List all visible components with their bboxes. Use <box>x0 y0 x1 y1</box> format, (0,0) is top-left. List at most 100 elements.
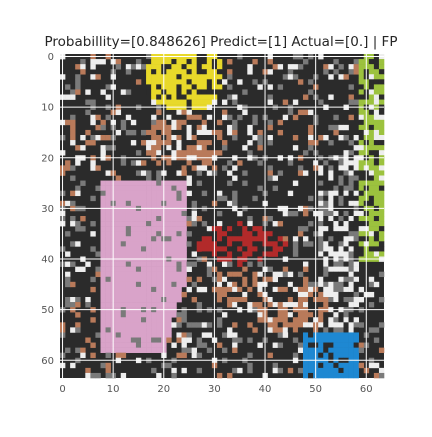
image-pixel <box>303 302 309 308</box>
image-pixel <box>146 337 152 343</box>
image-pixel <box>282 291 289 298</box>
image-pixel <box>105 185 111 191</box>
image-pixel <box>176 226 182 232</box>
image-pixel <box>272 175 278 181</box>
image-pixel <box>186 231 192 237</box>
image-pixel <box>373 59 380 65</box>
image-pixel <box>353 231 359 237</box>
image-pixel <box>232 135 238 141</box>
image-pixel <box>353 281 359 288</box>
image-pixel <box>171 226 177 232</box>
image-pixel <box>191 135 197 141</box>
image-pixel <box>308 317 314 323</box>
image-pixel <box>282 286 289 293</box>
image-pixel <box>186 286 192 293</box>
image-pixel <box>277 221 284 227</box>
y-tick-label: 50 <box>41 305 54 316</box>
image-pixel <box>216 89 223 95</box>
image-pixel <box>333 266 339 272</box>
image-pixel <box>141 347 147 353</box>
image-pixel <box>348 322 354 328</box>
image-pixel <box>318 276 324 283</box>
image-pixel <box>222 297 228 303</box>
image-pixel <box>368 165 375 171</box>
image-pixel <box>222 347 228 353</box>
image-pixel <box>191 251 197 257</box>
image-pixel <box>125 210 132 217</box>
image-pixel <box>297 342 304 348</box>
image-pixel <box>353 372 359 379</box>
image-pixel <box>257 286 263 293</box>
image-pixel <box>353 261 359 267</box>
image-pixel <box>353 271 359 278</box>
image-pixel <box>141 129 147 136</box>
image-pixel <box>368 114 375 121</box>
image-pixel <box>272 246 278 252</box>
image-pixel <box>151 286 157 293</box>
image-pixel <box>125 231 132 237</box>
image-pixel <box>328 342 334 348</box>
image-pixel <box>115 286 122 293</box>
image-pixel <box>85 372 91 379</box>
image-pixel <box>156 297 162 303</box>
image-pixel <box>287 322 294 328</box>
image-pixel <box>176 59 182 65</box>
image-pixel <box>135 276 142 283</box>
image-pixel <box>232 367 238 374</box>
image-pixel <box>282 271 289 278</box>
image-pixel <box>297 231 304 237</box>
image-pixel <box>378 195 385 202</box>
image-pixel <box>343 271 349 278</box>
image-pixel <box>287 291 294 298</box>
image-pixel <box>333 251 339 257</box>
image-pixel <box>373 185 380 191</box>
image-pixel <box>257 135 263 141</box>
image-pixel <box>343 327 349 333</box>
image-pixel <box>232 231 238 237</box>
image-pixel <box>378 84 385 90</box>
image-pixel <box>252 231 258 237</box>
image-pixel <box>328 195 334 202</box>
image-pixel <box>181 261 187 267</box>
image-pixel <box>373 69 380 75</box>
image-pixel <box>201 124 208 131</box>
image-pixel <box>343 170 349 176</box>
image-pixel <box>303 276 309 283</box>
image-pixel <box>237 271 243 278</box>
image-pixel <box>247 352 253 359</box>
image-pixel <box>70 302 76 308</box>
image-pixel <box>135 291 142 298</box>
image-pixel <box>267 302 273 308</box>
image-pixel <box>232 119 238 126</box>
image-pixel <box>115 347 122 353</box>
image-pixel <box>282 317 289 323</box>
image-pixel <box>105 241 111 247</box>
image-pixel <box>358 342 365 348</box>
image-pixel <box>156 372 162 379</box>
image-pixel <box>135 251 142 257</box>
image-pixel <box>156 226 162 232</box>
image-pixel <box>353 342 359 348</box>
image-pixel <box>368 160 375 166</box>
image-pixel <box>348 84 354 90</box>
image-pixel <box>242 170 248 176</box>
image-pixel <box>206 89 213 95</box>
image-pixel <box>373 372 380 379</box>
image-pixel <box>333 302 339 308</box>
image-pixel <box>318 200 324 207</box>
image-pixel <box>318 297 324 303</box>
image-pixel <box>166 236 172 242</box>
image-pixel <box>186 332 192 338</box>
image-pixel <box>201 114 208 121</box>
image-pixel <box>166 327 172 333</box>
image-pixel <box>348 302 354 308</box>
image-pixel <box>328 124 334 131</box>
image-pixel <box>70 124 76 131</box>
image-pixel <box>358 114 365 121</box>
image-pixel <box>252 276 258 283</box>
image-pixel <box>176 236 182 242</box>
image-pixel <box>100 251 106 257</box>
image-pixel <box>242 291 248 298</box>
image-pixel <box>156 74 162 80</box>
image-pixel <box>338 302 344 308</box>
